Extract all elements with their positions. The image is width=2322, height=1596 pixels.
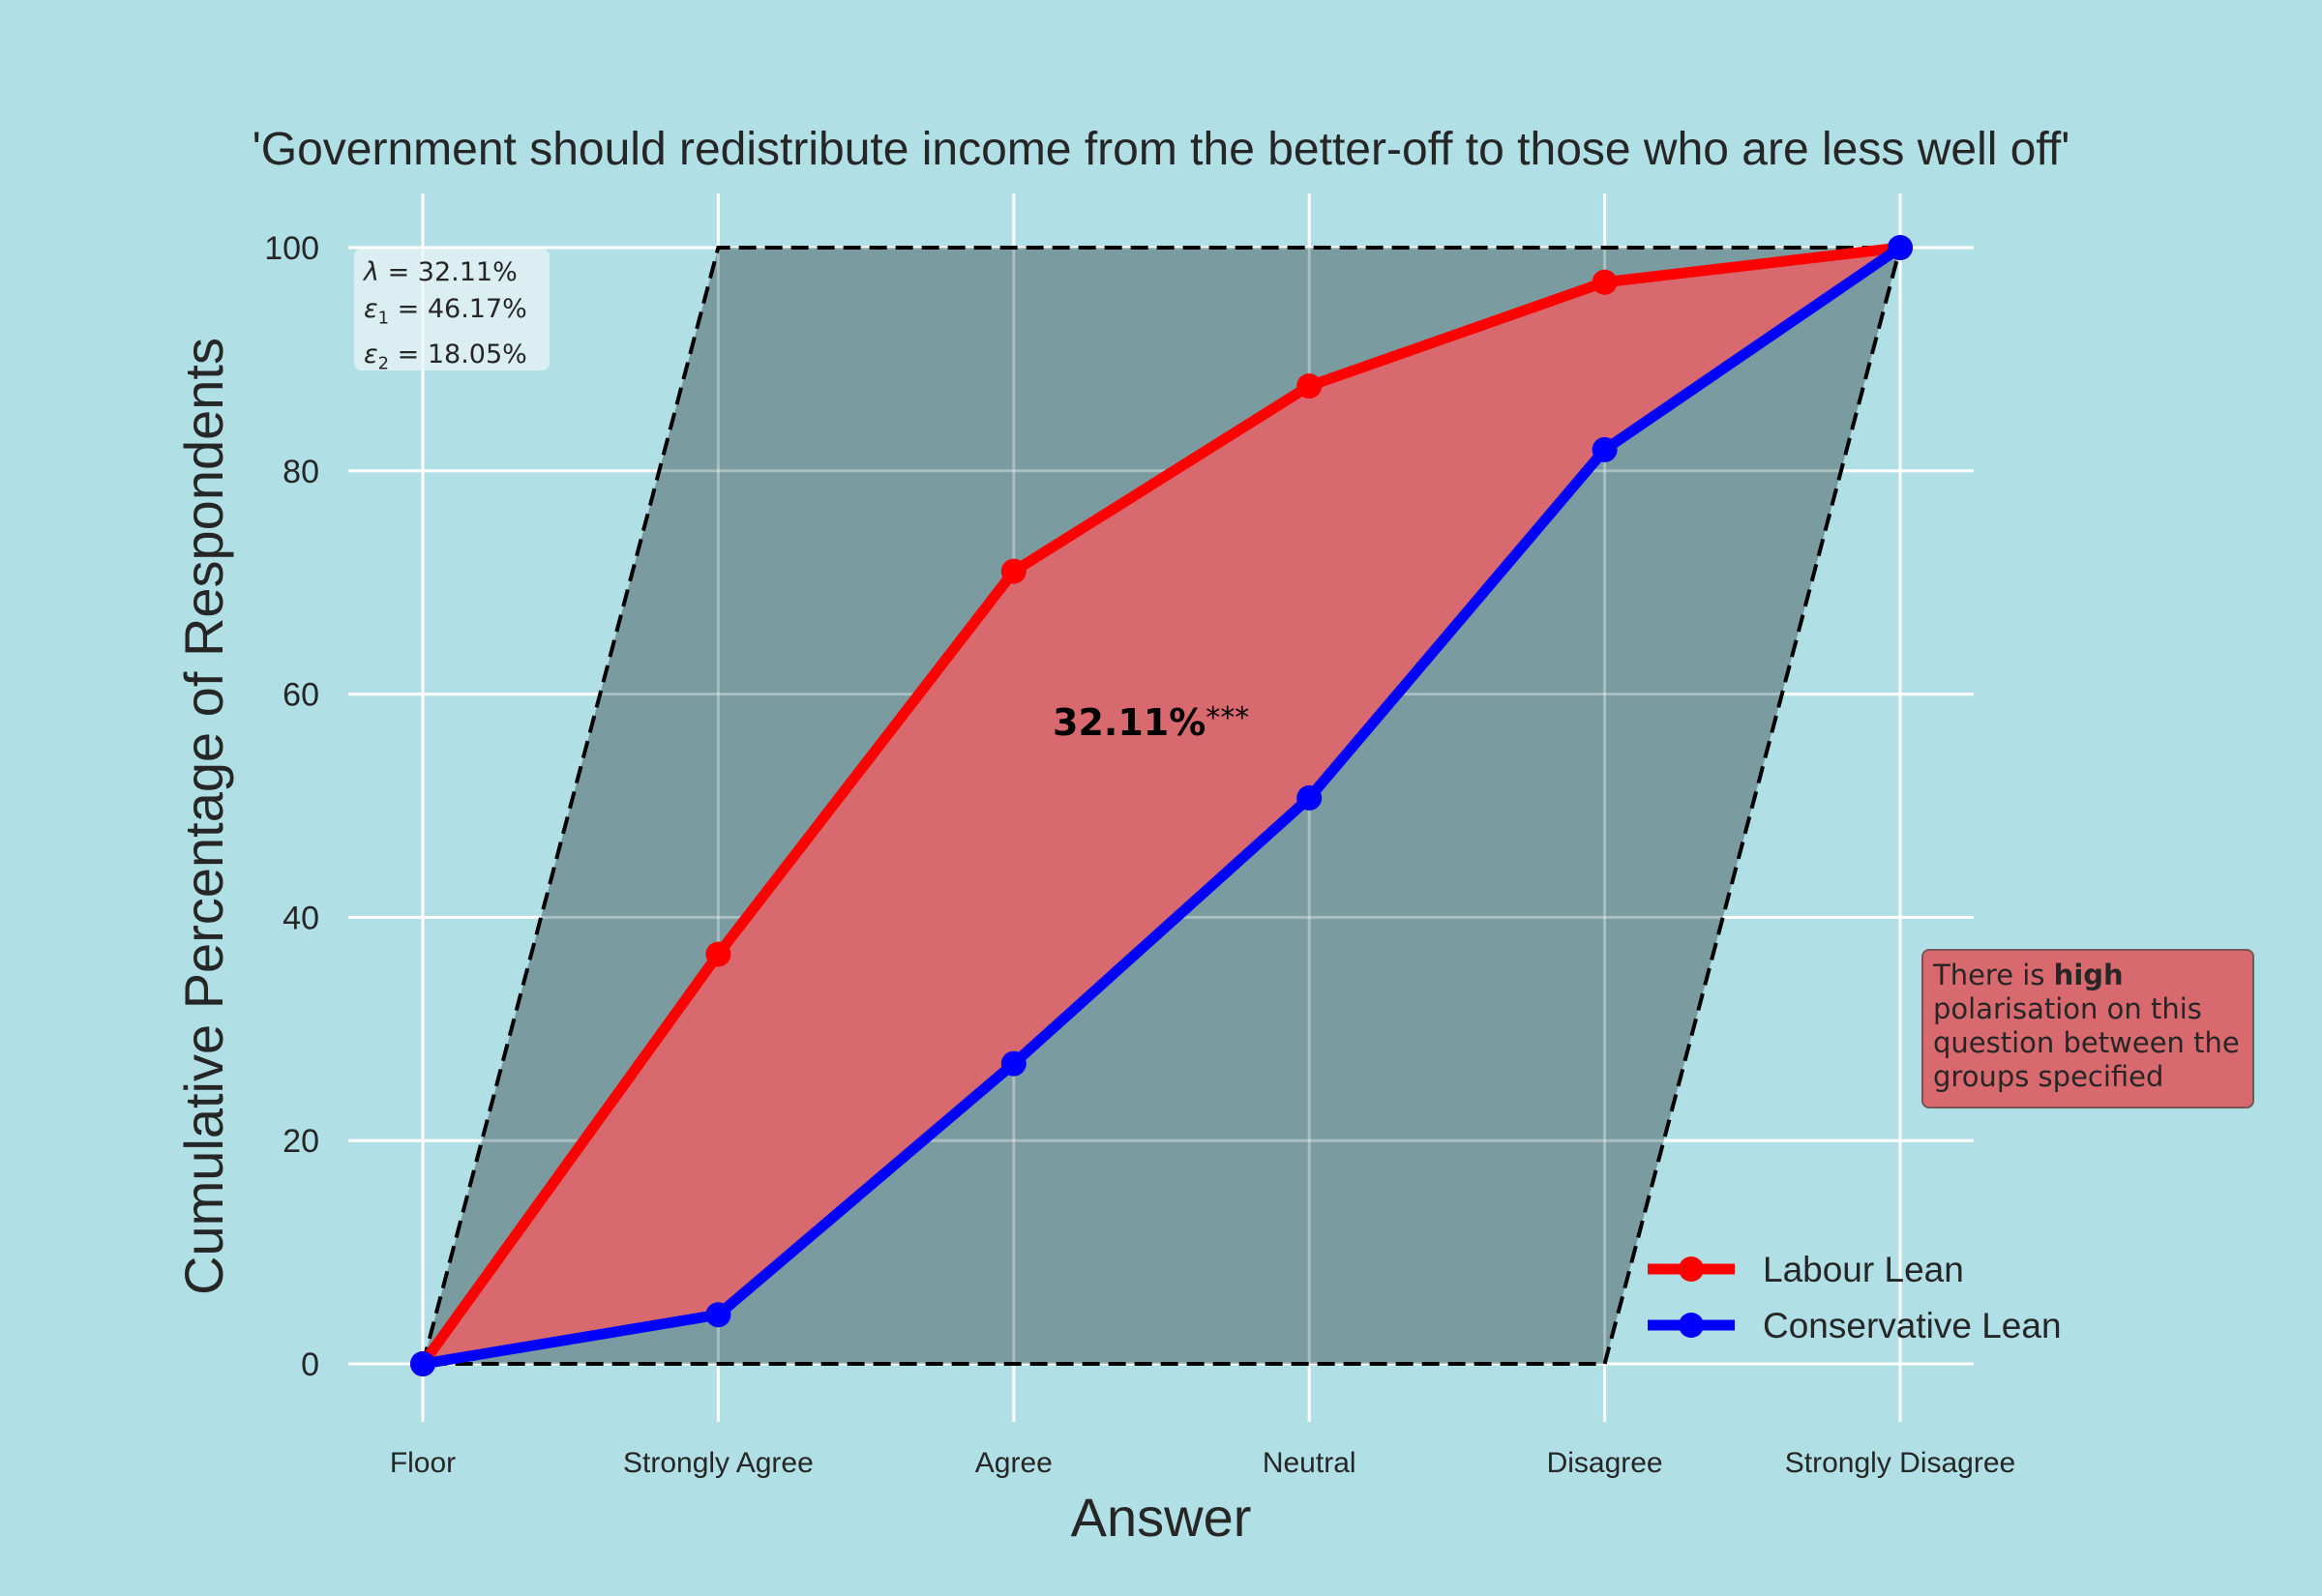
polarisation-note: There is high polarisation on this questi…: [1921, 949, 2254, 1108]
series-1-point-3: [1296, 784, 1323, 811]
series-1-point-4: [1592, 436, 1618, 462]
series-0-point-2: [1000, 558, 1027, 584]
y-tick-label-5: 100: [264, 230, 319, 267]
x-tick-label-1: Strongly Agree: [623, 1447, 814, 1479]
y-tick-label-1: 20: [283, 1123, 319, 1160]
note-text: polarisation on this question between th…: [1933, 992, 2240, 1093]
y-tick-label-2: 40: [283, 900, 319, 936]
y-tick-labels: 0 20 40 60 80 100: [264, 230, 319, 1383]
epsilon2-value: 18.05%: [427, 340, 527, 370]
series-line-1: [422, 243, 1904, 1370]
epsilon2-stat: ε2 = 18.05%: [364, 340, 527, 374]
chart-title: 'Government should redistribute income f…: [253, 124, 2070, 175]
x-axis-title: Answer: [1071, 1487, 1252, 1548]
x-tick-label-5: Strongly Disagree: [1785, 1447, 2015, 1479]
legend-label-1: Conservative Lean: [1763, 1306, 2062, 1345]
x-tick-label-2: Agree: [975, 1447, 1053, 1479]
x-tick-label-4: Disagree: [1547, 1447, 1663, 1479]
y-tick-label-4: 80: [283, 454, 319, 490]
series-1-point-5: [1888, 235, 1913, 260]
y-tick-label-0: 0: [301, 1346, 319, 1383]
legend-marker-1: [1679, 1313, 1704, 1338]
series-0-point-1: [705, 941, 731, 967]
polarisation-value: 32.11%: [1053, 701, 1206, 744]
epsilon1-stat: ε1 = 46.17%: [364, 294, 527, 329]
series-1-point-2: [1000, 1050, 1027, 1077]
x-tick-label-3: Neutral: [1263, 1447, 1356, 1479]
stats-box: λ = 32.11% ε1 = 46.17% ε2 = 18.05%: [354, 249, 550, 374]
legend-label-0: Labour Lean: [1763, 1250, 1964, 1289]
lambda-value: 32.11%: [417, 257, 518, 287]
legend: Labour Lean Conservative Lean: [1648, 1250, 2062, 1345]
x-tick-labels: Floor Strongly Agree Agree Neutral Disagree S…: [390, 1447, 2015, 1479]
series-1-point-0: [410, 1351, 435, 1376]
series-1-point-1: [705, 1302, 731, 1328]
epsilon1-value: 46.17%: [427, 294, 527, 324]
x-tick-label-0: Floor: [390, 1447, 456, 1479]
series-line-0: [418, 242, 1901, 1368]
legend-marker-0: [1679, 1256, 1704, 1282]
series-0-point-4: [1592, 269, 1618, 295]
y-axis-title: Cumulative Percentage of Respondents: [173, 338, 234, 1295]
note-prefix: There is: [1933, 959, 2054, 991]
lambda-stat: λ = 32.11%: [364, 257, 518, 287]
series-group: [410, 235, 1913, 1376]
series-0-point-3: [1296, 373, 1323, 399]
polarisation-value-label: 32.11%***: [1053, 701, 1249, 744]
y-tick-label-3: 60: [283, 677, 319, 714]
significance-stars: ***: [1206, 701, 1250, 735]
note-emphasis: high: [2053, 959, 2124, 991]
polarisation-region: [423, 248, 1900, 1364]
